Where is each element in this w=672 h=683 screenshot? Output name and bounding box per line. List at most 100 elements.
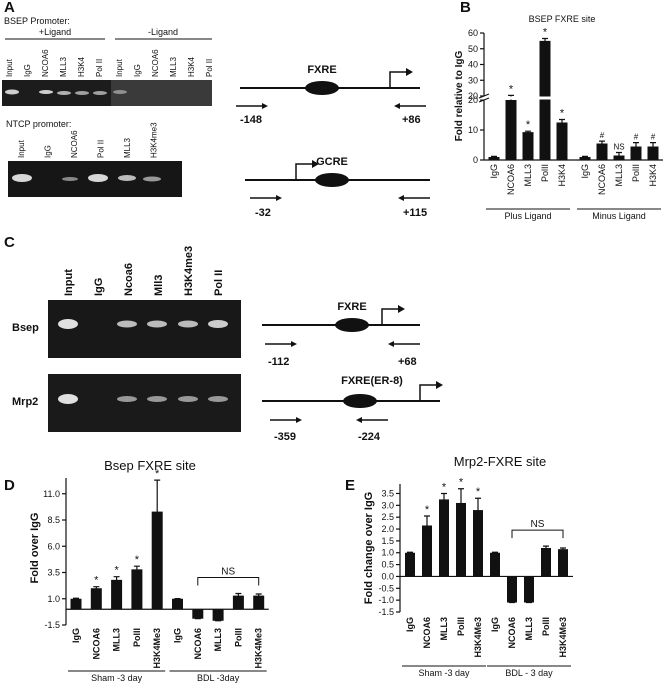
bar xyxy=(524,576,534,603)
annotation: * xyxy=(94,575,99,587)
promoter-diagram: FXRE -112 +68 xyxy=(262,301,420,368)
band xyxy=(12,174,32,182)
error-bar xyxy=(475,497,481,523)
bar xyxy=(541,548,551,577)
x-tick-label: MLL3 xyxy=(523,164,533,187)
error-bar xyxy=(458,488,464,518)
bar xyxy=(522,132,534,160)
x-tick-label: NCOA6 xyxy=(193,628,203,660)
lane-label: H3K4me3 xyxy=(183,246,195,296)
group-label: Sham -3 day xyxy=(91,673,143,683)
panel-letter: B xyxy=(460,0,471,16)
band xyxy=(93,91,107,95)
band xyxy=(62,177,78,181)
gel-bands xyxy=(5,89,127,95)
promoter-diagram: FXRE -148 +86 xyxy=(236,64,426,126)
error-bar xyxy=(542,37,548,44)
condition-label: -Ligand xyxy=(148,27,178,37)
arrowhead xyxy=(356,417,362,423)
bar xyxy=(488,157,500,160)
group-label: Plus Ligand xyxy=(504,211,551,221)
band xyxy=(143,176,161,182)
element-oval xyxy=(305,81,339,95)
row-label: Bsep xyxy=(12,322,39,334)
row-label: Mrp2 xyxy=(12,396,38,408)
error-bar xyxy=(255,593,262,598)
bar xyxy=(253,595,265,610)
error-bar xyxy=(93,586,100,591)
error-bar xyxy=(599,140,605,147)
chart-title: BSEP FXRE site xyxy=(529,14,596,24)
annotation: * xyxy=(155,468,160,480)
lane-label: IgG xyxy=(93,278,105,296)
group-label: Sham -3 day xyxy=(418,668,470,678)
x-tick-label: NCOA6 xyxy=(507,617,517,649)
gel-bands xyxy=(58,319,228,404)
band xyxy=(118,175,136,181)
y-tick-label: 0 xyxy=(473,155,478,165)
panel-letter: C xyxy=(4,234,15,251)
bracket xyxy=(511,529,564,539)
bar xyxy=(439,499,449,577)
element-oval xyxy=(343,394,377,408)
bar xyxy=(70,598,82,610)
error-bar xyxy=(491,155,497,159)
gel xyxy=(48,374,241,432)
y-tick-label: 3.5 xyxy=(47,568,60,578)
x-tick-label: MLL3 xyxy=(614,164,624,187)
x-tick-label: IgG xyxy=(489,164,499,179)
error-bar xyxy=(73,597,79,600)
x-tick-label: H3K4Me3 xyxy=(254,628,264,669)
band xyxy=(178,396,198,402)
lane-label: H3K4me3 xyxy=(150,122,159,158)
primer-label: +86 xyxy=(402,114,421,126)
lane-label: H3K4 xyxy=(77,56,86,77)
band xyxy=(147,396,167,402)
arrowhead xyxy=(291,341,297,347)
bar xyxy=(405,552,415,577)
x-tick-label: IgG xyxy=(71,628,81,643)
x-tick-label: NCOA6 xyxy=(506,164,516,195)
x-tick-label: IgG xyxy=(405,617,415,632)
bracket-label: NS xyxy=(531,519,545,530)
error-bar xyxy=(650,142,656,151)
bar xyxy=(111,579,123,610)
error-bar xyxy=(154,479,161,544)
primer-label: -32 xyxy=(255,207,271,219)
band xyxy=(58,394,78,404)
x-tick-label: MLL3 xyxy=(112,628,122,652)
error-bar xyxy=(133,565,140,574)
lane-label: MLL3 xyxy=(123,137,132,158)
annotation: * xyxy=(560,108,565,120)
x-tick-label: H3K4Me3 xyxy=(473,617,483,658)
bar xyxy=(507,576,517,603)
error-bar xyxy=(492,551,498,554)
lane-label: Pol II xyxy=(205,59,214,77)
error-bar xyxy=(543,545,549,551)
tss-arrow xyxy=(295,163,312,180)
arrowhead xyxy=(406,68,413,76)
bracket-label: NS xyxy=(221,567,235,578)
element-label: FXRE xyxy=(307,64,336,76)
primer-label: -359 xyxy=(274,431,296,443)
lane-label: Input xyxy=(5,58,14,77)
error-bar xyxy=(560,547,566,551)
panel-letter: A xyxy=(4,0,15,16)
bar xyxy=(579,157,591,160)
y-axis-label: Fold relative to IgG xyxy=(454,51,465,142)
tss-arrow xyxy=(389,71,406,88)
error-bar xyxy=(616,151,622,160)
x-tick-label: PolII xyxy=(541,617,551,636)
x-tick-label: H3K4 xyxy=(648,164,658,187)
gel xyxy=(111,80,212,106)
band xyxy=(75,91,89,95)
x-tick-label: IgG xyxy=(580,164,590,179)
y-tick-label: 3.5 xyxy=(381,488,394,498)
y-tick-label: 0.0 xyxy=(381,571,394,581)
panel-letter: E xyxy=(345,477,355,494)
bar xyxy=(473,510,483,577)
bracket xyxy=(197,577,260,586)
y-tick-label: -1.5 xyxy=(378,607,394,617)
x-tick-label: PolII xyxy=(540,164,550,182)
band xyxy=(5,89,19,95)
